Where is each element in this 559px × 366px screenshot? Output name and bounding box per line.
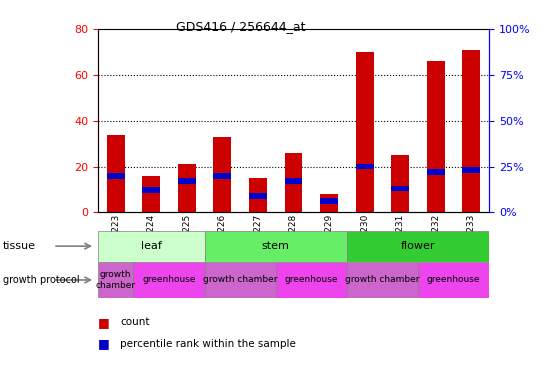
Text: count: count [120,317,150,327]
Bar [276,262,347,298]
Bar [356,164,373,169]
Text: percentile rank within the sample: percentile rank within the sample [120,339,296,349]
Bar [107,173,125,179]
Text: growth chamber: growth chamber [345,276,420,284]
Bar [418,262,489,298]
Text: ■: ■ [98,315,110,329]
Bar [205,231,347,262]
Bar [178,164,196,212]
Bar [98,231,205,262]
Text: GDS416 / 256644_at: GDS416 / 256644_at [176,20,305,33]
Text: stem: stem [262,241,290,251]
Bar [285,178,302,184]
Bar [320,194,338,212]
Bar [249,178,267,212]
Bar [249,193,267,199]
Text: tissue: tissue [3,241,36,251]
Text: growth
chamber: growth chamber [96,270,136,290]
Text: greenhouse: greenhouse [285,276,338,284]
Text: flower: flower [401,241,435,251]
Bar [178,178,196,184]
Text: leaf: leaf [141,241,162,251]
Bar [98,262,134,298]
Bar [391,186,409,191]
Bar [107,134,125,212]
Text: greenhouse: greenhouse [142,276,196,284]
Bar [356,52,373,212]
Bar [214,137,231,212]
Bar [214,173,231,179]
Text: growth chamber: growth chamber [203,276,277,284]
Bar [462,50,480,212]
Bar [462,167,480,173]
Bar [143,187,160,193]
Bar [427,61,444,212]
Bar [143,176,160,212]
Bar [134,262,205,298]
Bar [391,155,409,212]
Bar [205,262,276,298]
Bar [285,153,302,212]
Text: ■: ■ [98,337,110,351]
Bar [320,198,338,204]
Bar [427,169,444,175]
Bar [347,262,418,298]
Bar [347,231,489,262]
Text: greenhouse: greenhouse [427,276,480,284]
Text: growth protocol: growth protocol [3,275,79,285]
